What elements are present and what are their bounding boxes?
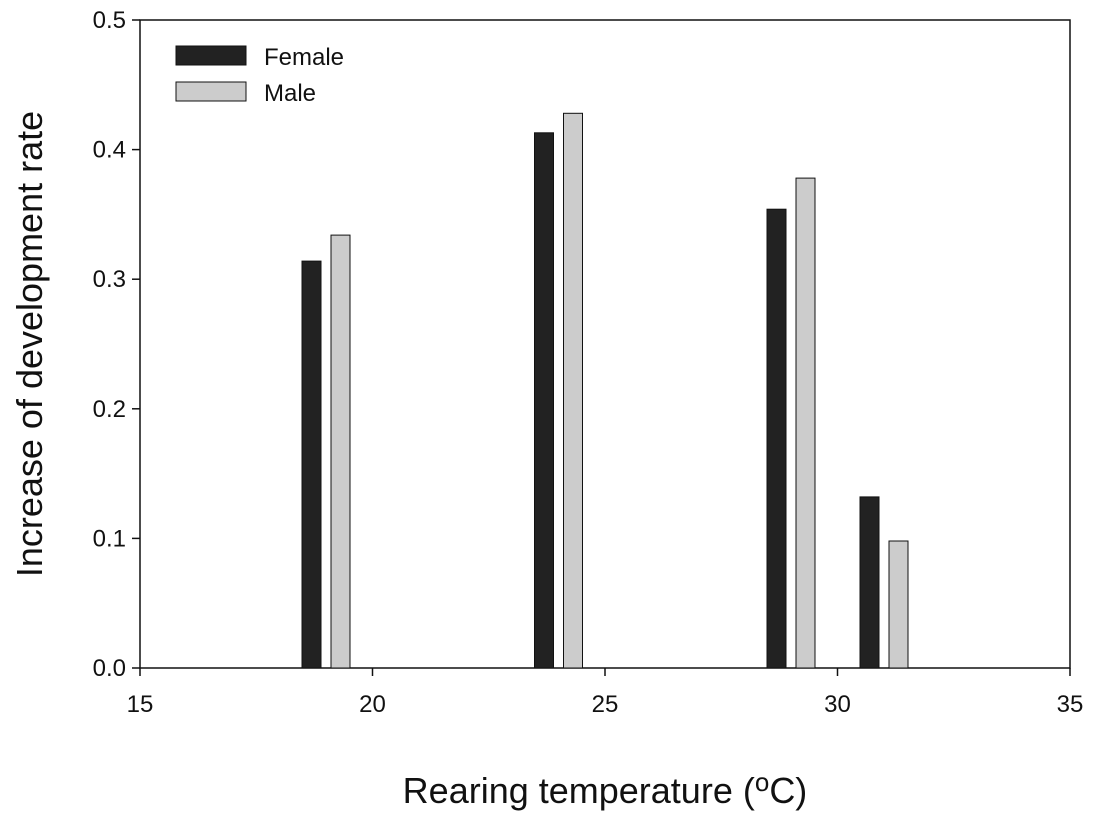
- legend-label-male: Male: [264, 80, 316, 107]
- y-axis-ticks: 0.0 0.1 0.2 0.3 0.4 0.5: [93, 7, 140, 682]
- x-axis-title-unit-suffix: C): [769, 770, 807, 811]
- bar-male-24: [563, 112, 583, 669]
- x-axis-ticks: 15 20 25 30 35: [127, 668, 1084, 718]
- y-axis-title: Increase of development rate: [9, 111, 50, 577]
- bar-female-19: [301, 260, 322, 669]
- bar-female-29: [766, 208, 787, 669]
- x-axis-title-unit-prefix: (: [733, 770, 755, 811]
- legend-label-female: Female: [264, 44, 344, 71]
- y-tick-label: 0.3: [93, 266, 126, 293]
- bars-group: [301, 112, 909, 669]
- bar-female-31: [859, 496, 880, 669]
- y-tick-label: 0.4: [93, 137, 126, 164]
- x-tick-label: 30: [824, 691, 851, 718]
- plot-frame: [139, 19, 1071, 669]
- x-axis-title-label: Rearing temperature: [403, 770, 733, 811]
- bar-male-19: [330, 234, 351, 669]
- y-tick-label: 0.0: [93, 655, 126, 682]
- legend-swatch-female: [175, 45, 247, 66]
- y-tick-label: 0.1: [93, 525, 126, 552]
- bar-female-24: [534, 132, 554, 669]
- x-tick-label: 25: [592, 691, 619, 718]
- y-tick-label: 0.2: [93, 396, 126, 423]
- y-tick-label: 0.5: [93, 7, 126, 34]
- x-tick-label: 35: [1057, 691, 1084, 718]
- legend-swatch-male: [175, 81, 247, 102]
- bar-male-29: [795, 177, 816, 669]
- bar-male-31: [888, 540, 909, 669]
- x-axis-title: Rearing temperature (oC): [403, 767, 808, 811]
- legend: Female Male: [175, 44, 344, 107]
- x-axis-title-unit-sup: o: [755, 767, 769, 797]
- x-tick-label: 15: [127, 691, 154, 718]
- x-tick-label: 20: [359, 691, 386, 718]
